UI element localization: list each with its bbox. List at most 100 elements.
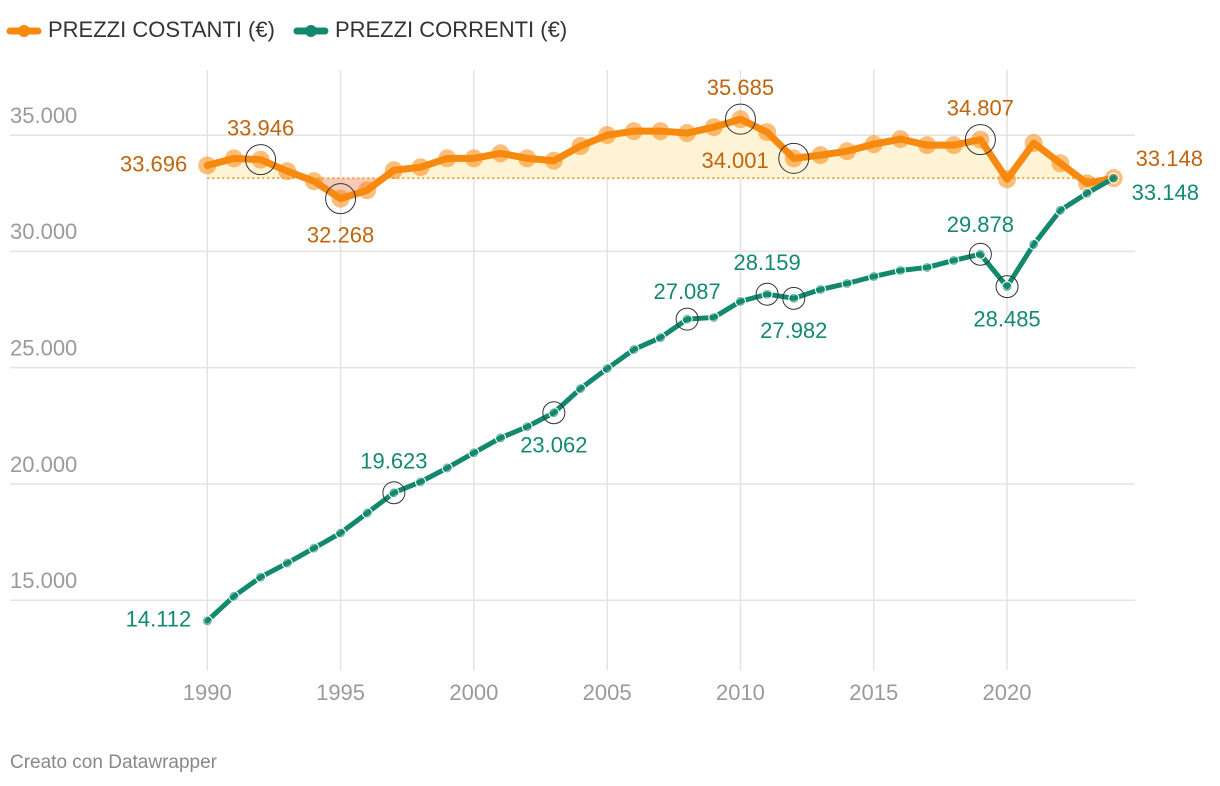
data-point <box>335 527 347 539</box>
data-point <box>544 151 563 170</box>
data-point <box>495 432 507 444</box>
data-point <box>441 462 453 474</box>
data-point <box>651 122 670 141</box>
data-point <box>704 118 723 137</box>
data-point <box>761 288 773 300</box>
highlight-ring <box>675 307 699 331</box>
data-label: 35.685 <box>707 75 774 100</box>
data-point <box>1024 134 1043 153</box>
x-tick-label: 1995 <box>316 680 365 705</box>
highlight-ring <box>325 183 357 215</box>
data-point <box>1078 174 1097 193</box>
data-point <box>598 126 617 145</box>
highlight-ring <box>724 103 756 135</box>
data-point <box>708 311 720 323</box>
data-point <box>841 277 853 289</box>
data-point <box>734 295 746 307</box>
data-point <box>464 149 483 168</box>
data-point <box>304 172 323 191</box>
data-point <box>784 149 803 168</box>
data-point <box>384 161 403 180</box>
data-point <box>411 158 430 177</box>
data-point <box>838 142 857 161</box>
highlight-ring <box>968 242 992 266</box>
x-tick-label: 2015 <box>849 680 898 705</box>
data-label: 34.807 <box>947 95 1014 120</box>
data-point <box>894 264 906 276</box>
data-point <box>415 476 427 488</box>
highlight-ring <box>245 144 277 176</box>
data-point <box>1028 238 1040 250</box>
data-point <box>438 149 457 168</box>
data-label: 33.148 <box>1136 146 1203 171</box>
data-label: 23.062 <box>520 433 587 458</box>
data-point <box>278 162 297 181</box>
data-point <box>678 124 697 143</box>
data-label: 28.485 <box>973 306 1040 331</box>
data-point <box>1001 281 1013 293</box>
y-tick-label: 25.000 <box>10 335 77 360</box>
data-point <box>255 571 267 583</box>
data-point <box>1108 172 1120 184</box>
data-point <box>788 292 800 304</box>
data-label: 28.159 <box>733 250 800 275</box>
data-point <box>574 383 586 395</box>
y-tick-label: 30.000 <box>10 219 77 244</box>
data-point <box>944 136 963 155</box>
data-point <box>1054 204 1066 216</box>
x-tick-label: 2010 <box>716 680 765 705</box>
data-point <box>601 363 613 375</box>
data-point <box>571 137 590 156</box>
data-point <box>948 254 960 266</box>
y-tick-label: 15.000 <box>10 568 77 593</box>
data-point <box>361 507 373 519</box>
data-label: 33.946 <box>227 115 294 140</box>
data-label: 33.148 <box>1132 180 1199 205</box>
data-point <box>331 189 350 208</box>
data-label: 27.982 <box>760 318 827 343</box>
data-point <box>814 284 826 296</box>
data-point <box>864 135 883 154</box>
data-point <box>468 447 480 459</box>
data-point <box>201 615 213 627</box>
data-label: 32.268 <box>307 222 374 247</box>
highlight-ring <box>995 275 1019 299</box>
data-point <box>918 136 937 155</box>
data-point <box>758 123 777 142</box>
highlight-ring <box>964 124 996 156</box>
data-point <box>228 590 240 602</box>
data-point <box>548 407 560 419</box>
data-point <box>1051 154 1070 173</box>
data-point <box>998 170 1017 189</box>
legend-label: PREZZI COSTANTI (€) <box>48 17 275 42</box>
highlight-ring <box>382 481 406 505</box>
data-point <box>974 248 986 260</box>
data-point <box>224 149 243 168</box>
data-point <box>921 261 933 273</box>
data-point <box>491 144 510 163</box>
data-point <box>868 271 880 283</box>
data-label: 14.112 <box>126 607 192 632</box>
data-point <box>654 332 666 344</box>
data-point <box>198 156 217 175</box>
data-point <box>251 150 270 169</box>
highlight-ring <box>782 286 806 310</box>
x-tick-label: 2000 <box>449 680 498 705</box>
data-point <box>358 181 377 200</box>
highlight-ring <box>542 401 566 425</box>
y-tick-label: 20.000 <box>10 452 77 477</box>
y-tick-label: 35.000 <box>10 103 77 128</box>
legend-dot <box>304 25 317 37</box>
data-point <box>681 313 693 325</box>
data-point <box>628 344 640 356</box>
highlight-ring <box>755 282 779 306</box>
data-point <box>624 122 643 141</box>
x-tick-label: 2005 <box>583 680 632 705</box>
legend-dot <box>18 25 30 37</box>
data-point <box>891 130 910 149</box>
data-point <box>811 146 830 165</box>
highlight-ring <box>778 142 810 174</box>
data-point <box>281 557 293 569</box>
legend-label: PREZZI CORRENTI (€) <box>335 17 567 42</box>
